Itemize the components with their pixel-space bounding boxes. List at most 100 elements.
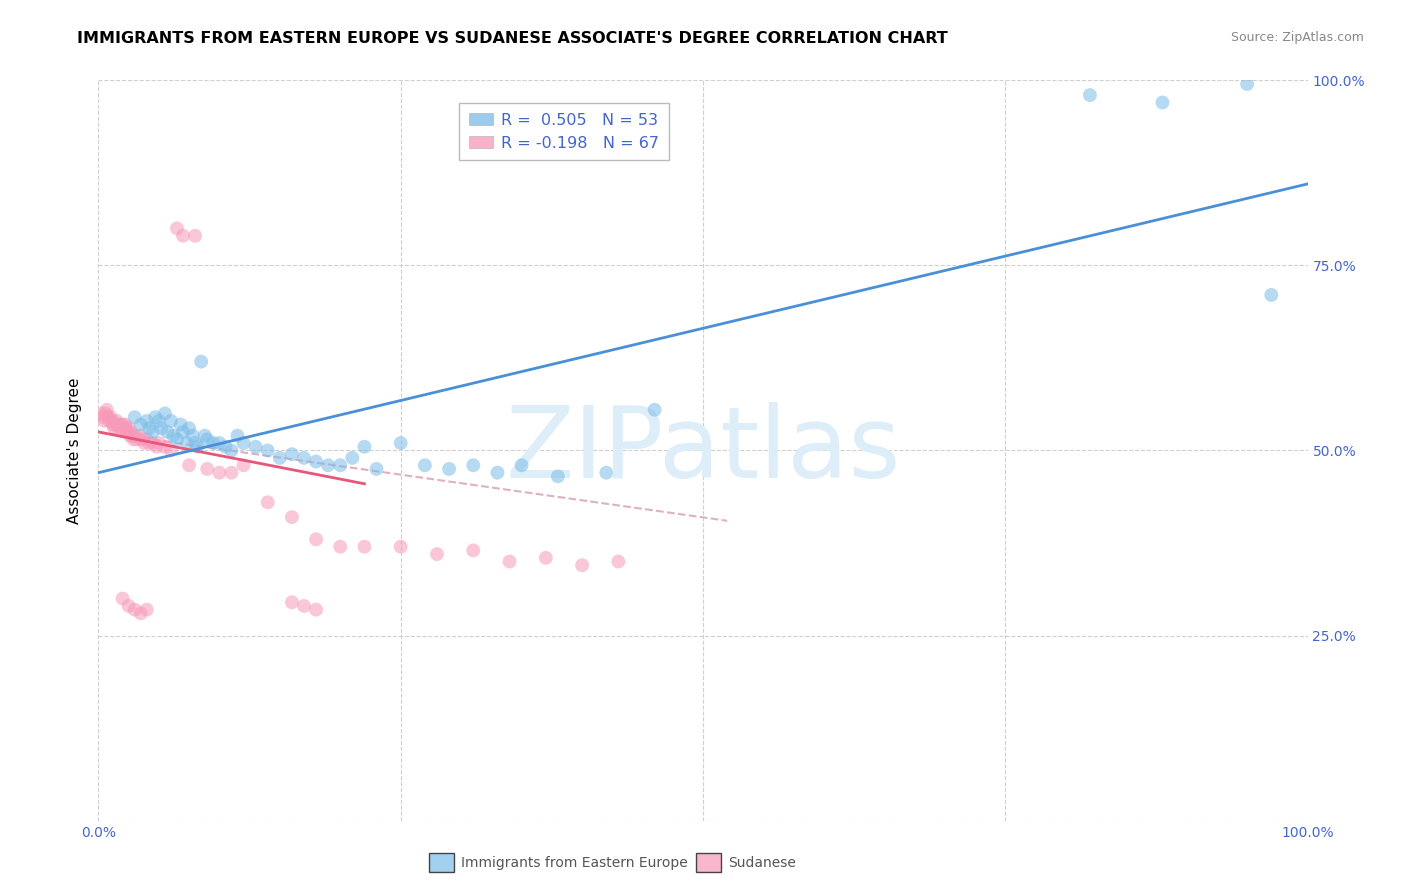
Point xyxy=(1260,288,1282,302)
Point xyxy=(124,410,146,425)
Point xyxy=(245,440,267,454)
Point xyxy=(571,558,593,573)
Point xyxy=(118,599,141,613)
Point xyxy=(221,443,243,458)
Point xyxy=(305,454,328,468)
Text: Immigrants from Eastern Europe: Immigrants from Eastern Europe xyxy=(461,855,688,870)
Point xyxy=(305,533,328,547)
Point xyxy=(93,414,115,428)
Point xyxy=(292,599,315,613)
Point xyxy=(498,555,520,569)
Point xyxy=(148,436,170,450)
Point xyxy=(118,428,141,442)
Point xyxy=(127,433,149,447)
Point xyxy=(101,417,124,432)
Point xyxy=(128,428,150,442)
Point xyxy=(208,436,231,450)
Point xyxy=(256,443,278,458)
Point xyxy=(342,450,364,465)
Point xyxy=(143,410,166,425)
Point xyxy=(105,414,128,428)
Point xyxy=(534,550,557,565)
Point xyxy=(305,602,328,616)
Point xyxy=(184,436,207,450)
Point xyxy=(172,228,194,243)
Point xyxy=(111,417,134,432)
Text: ZIPatlas: ZIPatlas xyxy=(505,402,901,499)
Point xyxy=(97,410,120,425)
Point xyxy=(353,440,375,454)
Point xyxy=(121,428,143,442)
Point xyxy=(160,414,183,428)
Point xyxy=(138,421,160,435)
Point xyxy=(166,221,188,235)
Point xyxy=(510,458,533,473)
Point xyxy=(169,417,191,432)
Point xyxy=(195,462,218,476)
Point xyxy=(1236,77,1258,91)
Point xyxy=(547,469,569,483)
Point xyxy=(179,421,201,435)
Point xyxy=(413,458,436,473)
Point xyxy=(595,466,617,480)
Point xyxy=(172,425,194,439)
Point xyxy=(281,447,304,461)
Point xyxy=(150,421,173,435)
Point xyxy=(124,602,146,616)
Point xyxy=(122,433,145,447)
Point xyxy=(153,440,176,454)
Point xyxy=(142,425,165,439)
Point xyxy=(1078,88,1101,103)
Point xyxy=(148,414,170,428)
Point xyxy=(120,425,142,439)
Point xyxy=(269,450,291,465)
Point xyxy=(226,428,249,442)
Point xyxy=(96,402,118,417)
Point xyxy=(135,414,157,428)
Point xyxy=(329,540,352,554)
Point xyxy=(214,440,236,454)
Point xyxy=(100,414,122,428)
Point xyxy=(114,417,136,432)
Point xyxy=(607,555,630,569)
Point xyxy=(389,436,412,450)
Text: Sudanese: Sudanese xyxy=(728,855,796,870)
Point xyxy=(110,421,132,435)
Point xyxy=(232,436,254,450)
Point xyxy=(353,540,375,554)
Text: Source: ZipAtlas.com: Source: ZipAtlas.com xyxy=(1230,31,1364,45)
Point xyxy=(316,458,339,473)
Point xyxy=(166,433,188,447)
Point xyxy=(232,458,254,473)
Point xyxy=(111,591,134,606)
Point xyxy=(117,425,139,439)
Point xyxy=(281,595,304,609)
Point xyxy=(156,425,179,439)
Point xyxy=(107,417,129,432)
Point xyxy=(91,410,114,425)
Point xyxy=(138,436,160,450)
Point xyxy=(108,421,131,435)
Point xyxy=(118,421,141,435)
Text: IMMIGRANTS FROM EASTERN EUROPE VS SUDANESE ASSOCIATE'S DEGREE CORRELATION CHART: IMMIGRANTS FROM EASTERN EUROPE VS SUDANE… xyxy=(77,31,948,46)
Point xyxy=(190,354,212,368)
Point xyxy=(184,228,207,243)
Point xyxy=(145,440,167,454)
Point xyxy=(115,421,138,435)
Point xyxy=(129,607,152,621)
Point xyxy=(187,440,209,454)
Point xyxy=(256,495,278,509)
Legend: R =  0.505   N = 53, R = -0.198   N = 67: R = 0.505 N = 53, R = -0.198 N = 67 xyxy=(460,103,668,161)
Point xyxy=(162,428,184,442)
Point xyxy=(366,462,388,476)
Point xyxy=(202,436,225,450)
Point xyxy=(463,543,485,558)
Point xyxy=(426,547,449,561)
Point xyxy=(195,433,218,447)
Point xyxy=(1152,95,1174,110)
Point xyxy=(135,433,157,447)
Point xyxy=(112,421,135,435)
Point xyxy=(91,407,114,421)
Point xyxy=(644,402,666,417)
Point xyxy=(131,433,153,447)
